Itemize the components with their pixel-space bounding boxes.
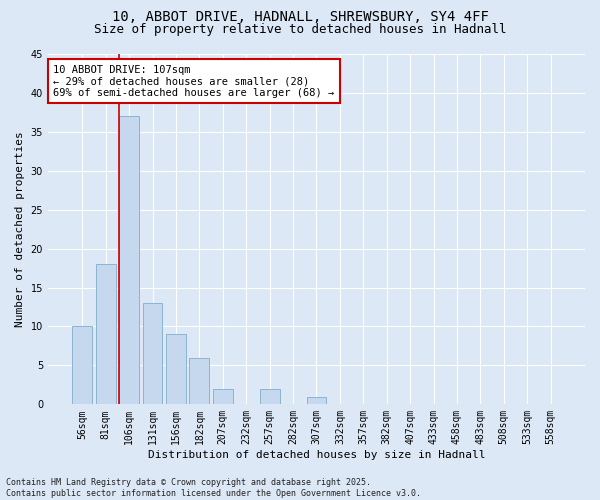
- Y-axis label: Number of detached properties: Number of detached properties: [15, 132, 25, 327]
- Text: Size of property relative to detached houses in Hadnall: Size of property relative to detached ho…: [94, 22, 506, 36]
- Bar: [96, 264, 116, 404]
- Bar: [73, 326, 92, 404]
- Bar: [260, 389, 280, 404]
- Text: 10 ABBOT DRIVE: 107sqm
← 29% of detached houses are smaller (28)
69% of semi-det: 10 ABBOT DRIVE: 107sqm ← 29% of detached…: [53, 64, 335, 98]
- Bar: [119, 116, 139, 405]
- Bar: [307, 396, 326, 404]
- Bar: [190, 358, 209, 405]
- Bar: [143, 303, 163, 404]
- Bar: [166, 334, 186, 404]
- Text: Contains HM Land Registry data © Crown copyright and database right 2025.
Contai: Contains HM Land Registry data © Crown c…: [6, 478, 421, 498]
- Text: 10, ABBOT DRIVE, HADNALL, SHREWSBURY, SY4 4FF: 10, ABBOT DRIVE, HADNALL, SHREWSBURY, SY…: [112, 10, 488, 24]
- Bar: [213, 389, 233, 404]
- X-axis label: Distribution of detached houses by size in Hadnall: Distribution of detached houses by size …: [148, 450, 485, 460]
